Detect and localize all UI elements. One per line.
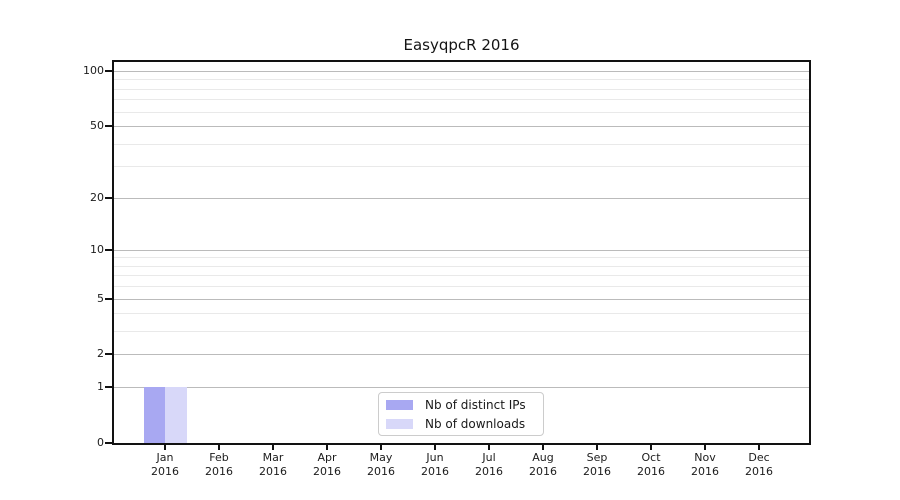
x-tick-mark	[542, 445, 544, 450]
legend-label-distinct-ips: Nb of distinct IPs	[425, 397, 526, 412]
y-tick-label: 20	[90, 190, 104, 204]
x-tick-label: Jun 2016	[421, 451, 449, 478]
x-tick-label: May 2016	[367, 451, 395, 478]
y-tick-label: 5	[97, 291, 104, 305]
y-tick-label: 0	[97, 436, 104, 449]
y-gridline-major	[114, 126, 809, 128]
x-tick-mark	[218, 445, 220, 450]
bar-nb-of-downloads	[165, 387, 187, 443]
x-tick-label: Jan 2016	[151, 451, 179, 478]
x-tick-mark	[596, 445, 598, 450]
y-tick-mark	[105, 248, 112, 251]
y-tick-label: 10	[90, 242, 104, 256]
plot-area: Nb of distinct IPs Nb of downloads	[112, 60, 811, 445]
y-gridline-minor	[114, 88, 809, 90]
y-tick-mark	[105, 386, 112, 389]
x-tick-label: Apr 2016	[313, 451, 341, 478]
y-gridline-major	[114, 354, 809, 356]
y-gridline-major	[114, 71, 809, 73]
y-tick-mark	[105, 196, 112, 199]
x-tick-mark	[650, 445, 652, 450]
y-gridline-minor	[114, 111, 809, 113]
y-tick-mark	[105, 70, 112, 73]
y-gridline-minor	[114, 143, 809, 145]
x-tick-label: Nov 2016	[691, 451, 719, 478]
x-tick-mark	[326, 445, 328, 450]
y-tick-mark	[105, 125, 112, 128]
x-tick-label: Aug 2016	[529, 451, 557, 478]
x-tick-label: Feb 2016	[205, 451, 233, 478]
x-tick-mark	[488, 445, 490, 450]
legend: Nb of distinct IPs Nb of downloads	[378, 392, 544, 436]
x-tick-mark	[434, 445, 436, 450]
legend-swatch-distinct-ips	[386, 399, 413, 410]
y-tick-label: 1	[97, 380, 104, 394]
y-tick-mark	[105, 353, 112, 356]
x-tick-mark	[380, 445, 382, 450]
y-gridline-minor	[114, 257, 809, 259]
y-gridline-minor	[114, 275, 809, 277]
x-tick-label: Jul 2016	[475, 451, 503, 478]
y-gridline-minor	[114, 286, 809, 288]
y-gridline-minor	[114, 99, 809, 101]
y-tick-mark	[105, 442, 112, 444]
y-gridline-minor	[114, 331, 809, 333]
y-tick-label: 50	[90, 119, 104, 133]
x-tick-label: Oct 2016	[637, 451, 665, 478]
y-tick-mark	[105, 297, 112, 300]
y-gridline-major	[114, 298, 809, 300]
y-gridline-major	[114, 387, 809, 389]
y-gridline-minor	[114, 265, 809, 267]
y-tick-label: 100	[83, 64, 104, 78]
chart-title: EasyqpcR 2016	[403, 36, 520, 54]
x-tick-mark	[272, 445, 274, 450]
x-tick-mark	[164, 445, 166, 450]
x-tick-label: Dec 2016	[745, 451, 773, 478]
bar-nb-of-distinct-ips	[143, 387, 165, 443]
y-tick-label: 2	[97, 347, 104, 361]
y-gridline-major	[114, 197, 809, 199]
legend-entry-downloads: Nb of downloads	[386, 414, 535, 433]
y-gridline-minor	[114, 313, 809, 315]
x-tick-mark	[758, 445, 760, 450]
x-tick-label: Sep 2016	[583, 451, 611, 478]
x-tick-mark	[704, 445, 706, 450]
x-tick-label: Mar 2016	[259, 451, 287, 478]
y-gridline-minor	[114, 79, 809, 81]
y-gridline-major	[114, 249, 809, 251]
y-gridline-minor	[114, 166, 809, 168]
legend-entry-distinct-ips: Nb of distinct IPs	[386, 395, 535, 414]
legend-swatch-downloads	[386, 418, 413, 429]
legend-label-downloads: Nb of downloads	[425, 416, 526, 431]
